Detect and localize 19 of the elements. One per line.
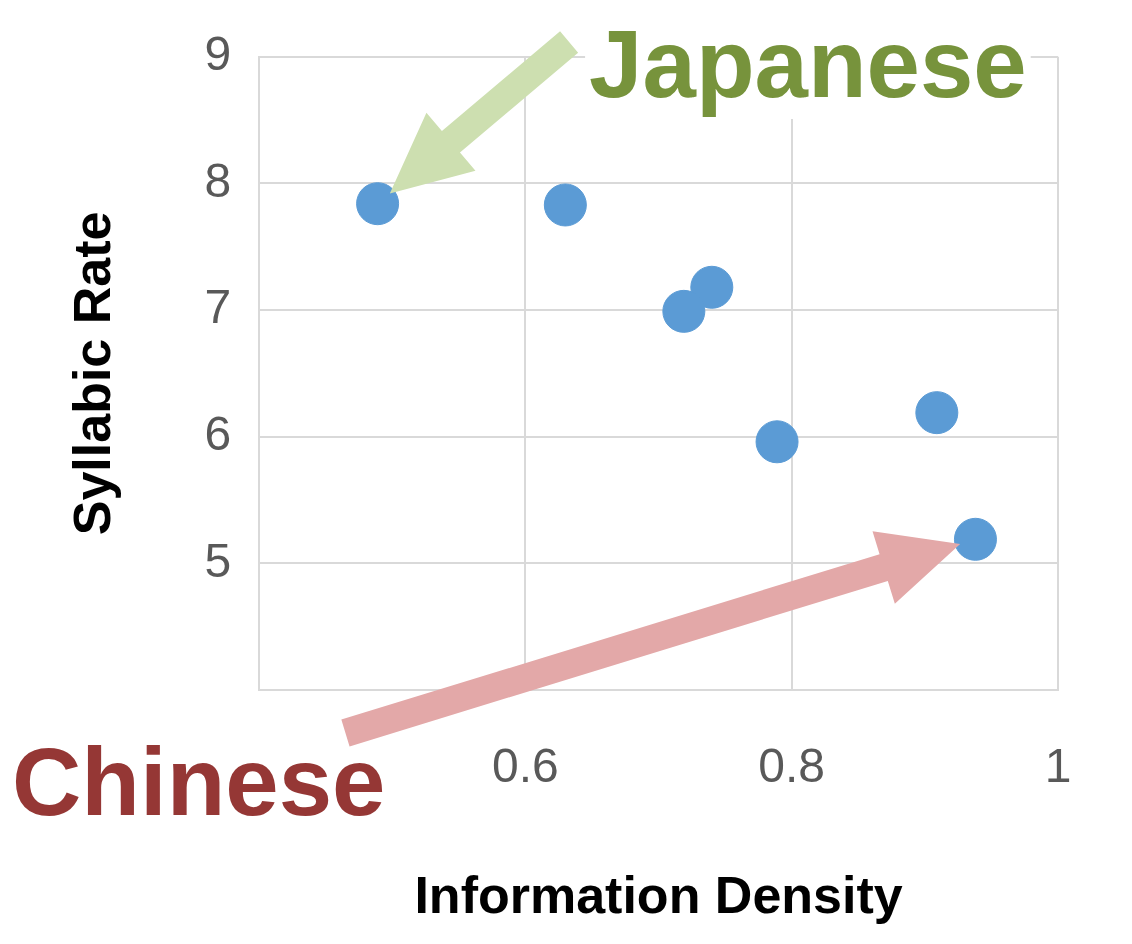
y-tick-label: 6 — [204, 406, 232, 460]
point — [662, 289, 706, 333]
y-tick-label: 7 — [204, 280, 232, 334]
x-tick-label: 0.8 — [758, 739, 826, 793]
x-tick-label: 0.6 — [492, 739, 559, 793]
annotation: Japanese — [589, 10, 1027, 117]
y-tick-label: 5 — [204, 533, 232, 587]
point — [690, 265, 734, 309]
text: Chinese — [12, 728, 386, 835]
point — [755, 420, 799, 464]
y-tick-label: 8 — [204, 153, 232, 207]
y-tick-label: 9 — [204, 27, 232, 81]
y-axis-title: Syllabic Rate — [62, 211, 121, 536]
point — [953, 517, 997, 561]
x-axis-title: Information Density — [414, 866, 903, 925]
point — [543, 183, 587, 227]
point — [915, 391, 959, 435]
x-tick-label: 1 — [1044, 739, 1072, 793]
point — [356, 182, 400, 226]
